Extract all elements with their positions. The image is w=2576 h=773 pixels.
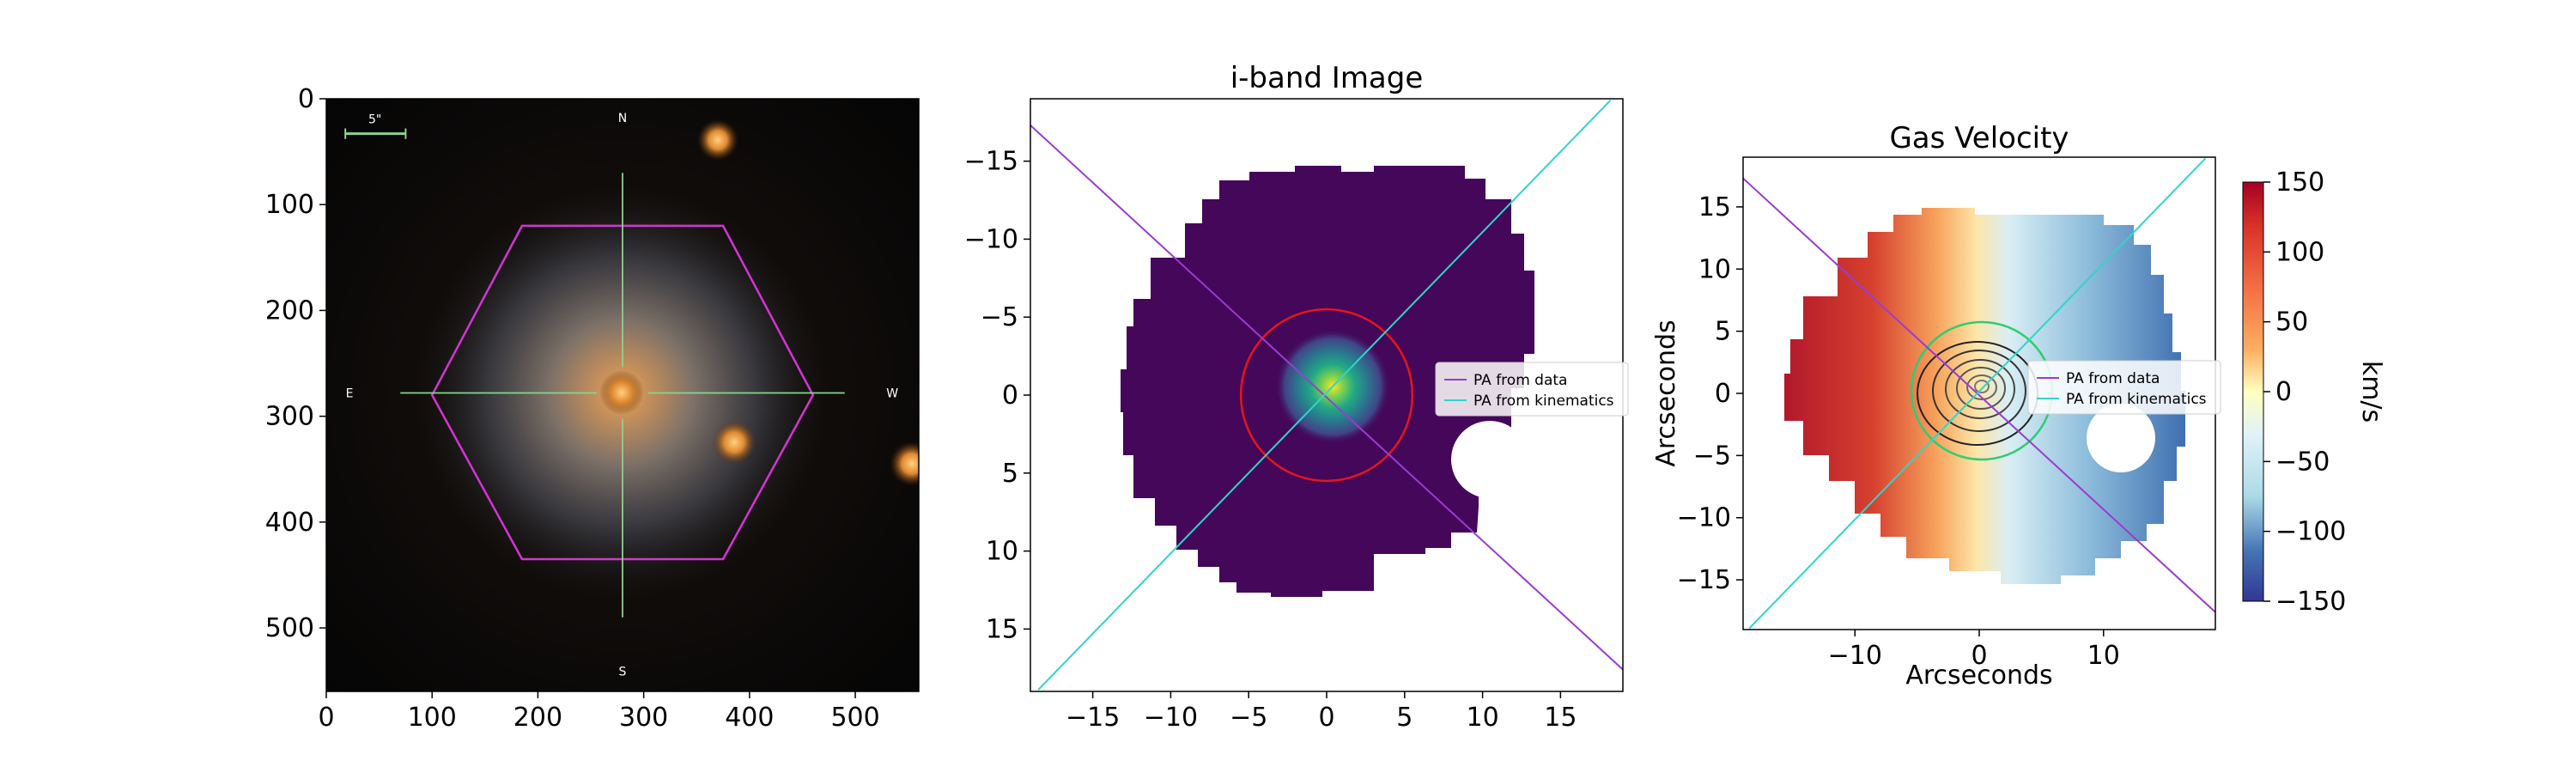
colorbar-tick-label: 50 [2275, 307, 2308, 338]
colorbar-tick-label: −50 [2275, 447, 2330, 477]
pa-kinematics-line [1748, 157, 2207, 630]
velocity-xtick-label: 0 [1971, 641, 1987, 671]
iband-xtick-label: 15 [1544, 703, 1577, 733]
compass-south: S [619, 666, 627, 679]
colorbar [2242, 181, 2264, 602]
star-3 [890, 441, 919, 486]
velocity-xlabel: Arcseconds [1905, 660, 2052, 691]
iband-ytick-label: 10 [986, 537, 1018, 567]
iband-xtick-label: 0 [1318, 703, 1334, 733]
iband-ytick-label: 0 [1002, 380, 1018, 411]
velocity-ytick-label: 10 [1698, 254, 1731, 284]
sdss-ytick-label: 500 [265, 613, 314, 643]
velocity-xtick-label: 10 [2087, 641, 2120, 671]
iband-ytick-label: 5 [1002, 459, 1018, 489]
sdss-ytick-label: 400 [265, 508, 314, 538]
iband-legend-box [1435, 362, 1629, 417]
iband-xtick-label: −15 [1066, 703, 1120, 733]
scale-bar-label: 5" [368, 113, 381, 126]
velocity-legend-entry: PA from kinematics [2066, 391, 2207, 408]
sdss-cutout-panel: 5" N S E W 0 100 200 300 400 500 0 100 200 300 400 500 [265, 84, 920, 733]
iband-legend-entry: PA from data [1473, 372, 1567, 389]
colorbar-tick-label: −100 [2275, 517, 2346, 547]
iband-hole [1451, 421, 1528, 498]
star-1 [697, 119, 738, 161]
colorbar-label: km/s [2356, 361, 2386, 423]
sdss-xtick-label: 300 [619, 703, 668, 733]
velocity-xtick-label: −10 [1828, 641, 1882, 671]
pa-data-line [1743, 177, 2215, 613]
star-2 [712, 420, 756, 465]
sdss-xtick-label: 200 [513, 703, 562, 733]
pa-kinematics-line [1037, 100, 1612, 691]
velocity-title: Gas Velocity [1889, 121, 2069, 155]
colorbar-tick-label: 150 [2275, 167, 2324, 198]
iband-xtick-label: −5 [1230, 703, 1267, 733]
galaxy-core [599, 370, 644, 415]
velocity-ylabel: Arcseconds [1651, 320, 1681, 466]
velocity-ytick-label: 0 [1715, 379, 1731, 409]
sdss-ytick-label: 0 [298, 84, 314, 114]
colorbar-tick-label: 100 [2275, 237, 2324, 267]
colorbar-tick-label: −150 [2275, 587, 2346, 617]
sdss-xtick-label: 500 [830, 703, 879, 733]
iband-ytick-label: −15 [964, 147, 1018, 177]
velocity-legend-entry: PA from data [2066, 370, 2160, 387]
pa-data-line [1030, 125, 1623, 671]
velocity-ytick-label: 5 [1715, 317, 1731, 347]
iband-xtick-label: 10 [1466, 703, 1498, 733]
velocity-legend-box [2027, 360, 2221, 415]
velocity-ytick-label: −5 [1693, 441, 1731, 471]
compass-west: W [886, 386, 898, 400]
iband-xtick-label: −10 [1144, 703, 1198, 733]
sdss-ytick-label: 200 [265, 295, 314, 326]
sdss-xtick-label: 100 [408, 703, 457, 733]
sdss-xtick-label: 400 [725, 703, 774, 733]
velocity-ytick-label: −10 [1677, 503, 1731, 533]
iband-panel: i-band Image −15 −10 −5 0 5 10 15 −15 −10 −5 0 5 10 1… [964, 61, 1629, 733]
velocity-ytick-label: −15 [1677, 565, 1731, 595]
iband-ytick-label: 15 [986, 614, 1018, 644]
iband-legend-entry: PA from kinematics [1473, 393, 1614, 410]
colorbar-tick-label: 0 [2275, 377, 2292, 407]
iband-title: i-band Image [1230, 61, 1424, 95]
compass-east: E [346, 386, 354, 400]
iband-ytick-label: −5 [981, 302, 1018, 332]
compass-north: N [618, 112, 627, 125]
sdss-xtick-label: 0 [318, 703, 334, 733]
iband-ytick-label: −10 [964, 224, 1018, 254]
iband-xtick-label: 5 [1396, 703, 1413, 733]
sdss-ytick-label: 300 [265, 402, 314, 432]
velocity-ytick-label: 15 [1698, 192, 1731, 222]
aperture-circle [1239, 307, 1414, 483]
ifu-hexagon [430, 224, 815, 561]
velocity-hole [2087, 404, 2155, 472]
sdss-axes-frame [325, 98, 920, 692]
sdss-ytick-label: 100 [265, 190, 314, 220]
